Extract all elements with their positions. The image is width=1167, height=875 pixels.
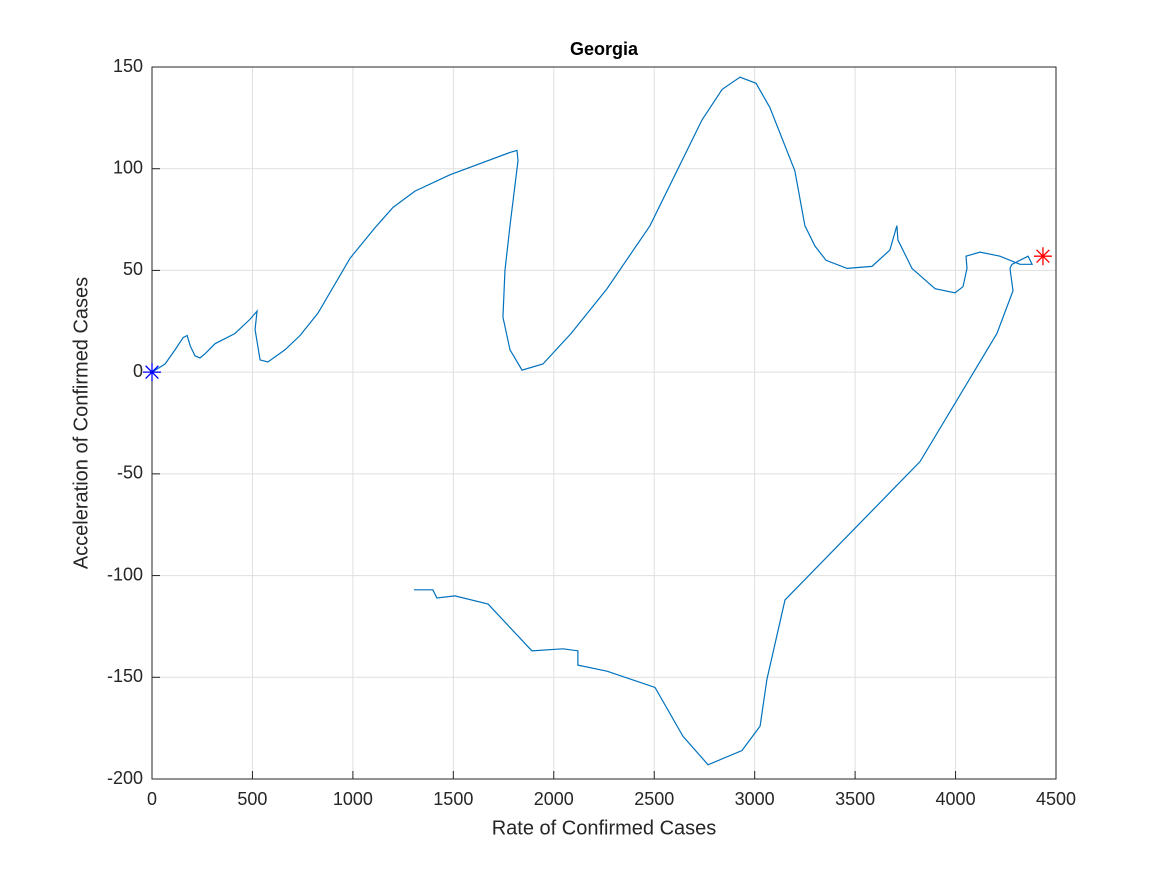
x-tick-label: 2500 xyxy=(634,789,674,809)
x-tick-label: 4500 xyxy=(1036,789,1076,809)
y-tick-label: 50 xyxy=(123,259,143,279)
y-tick-label: -150 xyxy=(107,666,143,686)
x-axis-label: Rate of Confirmed Cases xyxy=(492,817,717,839)
y-tick-label: 150 xyxy=(113,56,143,76)
x-tick-label: 0 xyxy=(147,789,157,809)
star-marker xyxy=(1033,247,1052,266)
y-tick-label: 0 xyxy=(133,361,143,381)
chart-title: Georgia xyxy=(570,39,639,59)
y-tick-label: -50 xyxy=(117,463,143,483)
x-tick-label: 3500 xyxy=(835,789,875,809)
y-tick-label: 100 xyxy=(113,157,143,177)
x-tick-label: 1500 xyxy=(433,789,473,809)
y-tick-label: -200 xyxy=(107,768,143,788)
y-axis-label: Acceleration of Confirmed Cases xyxy=(70,277,92,569)
x-tick-label: 2000 xyxy=(534,789,574,809)
plot-frame xyxy=(151,66,1057,780)
star-marker xyxy=(143,363,161,382)
x-tick-label: 500 xyxy=(237,789,267,809)
x-tick-label: 4000 xyxy=(936,789,976,809)
data-line xyxy=(151,76,1034,766)
x-tick-label: 1000 xyxy=(333,789,373,809)
x-tick-label: 3000 xyxy=(735,789,775,809)
y-tick-label: -100 xyxy=(107,564,143,584)
